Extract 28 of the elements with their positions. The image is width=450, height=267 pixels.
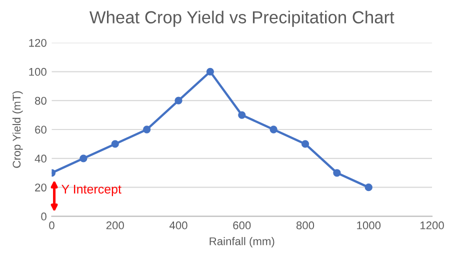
point: [174, 96, 182, 104]
point: [206, 68, 214, 76]
annotation: Y Intercept: [62, 184, 122, 196]
y-tick-label: 100: [29, 68, 46, 76]
y-tick-label: 80: [35, 96, 46, 105]
point: [142, 126, 151, 134]
point: [364, 184, 372, 192]
point: [80, 154, 88, 162]
y-axis-title: Crop Yield (mT): [12, 91, 23, 168]
y-tick-label: 20: [35, 184, 46, 192]
x-tick-label: 400: [169, 221, 188, 230]
y-tick-label: 40: [34, 154, 46, 163]
x-axis-title: Rainfall (mm): [210, 237, 274, 248]
point: [111, 140, 119, 148]
x-tick-label: 200: [106, 221, 124, 230]
point: [238, 111, 246, 119]
point: [301, 140, 310, 148]
y-tick-label: 120: [29, 38, 46, 47]
y-tick-label: 60: [35, 126, 46, 134]
point: [333, 169, 341, 177]
y-tick-label: 0: [41, 212, 46, 220]
x-tick-label: 600: [233, 221, 251, 230]
point: [270, 126, 278, 134]
chart-title: Wheat Crop Yield vs Precipitation Chart: [89, 10, 394, 27]
x-tick-label: 0: [49, 221, 54, 230]
x-tick-label: 800: [296, 221, 314, 230]
x-tick-label: 1200: [420, 221, 444, 230]
x-tick-label: 1000: [357, 221, 381, 230]
